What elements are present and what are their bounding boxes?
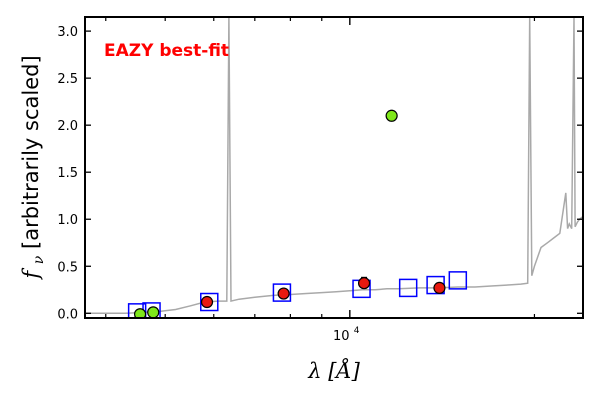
nondetection-point xyxy=(148,307,159,318)
ticks-layer: 0.0 0.5 1.0 1.5 2.0 2.5 3.0 xyxy=(57,17,583,322)
y-tick-label: 2.5 xyxy=(57,72,78,87)
x-tick-label-1e4: 10 4 xyxy=(333,326,360,344)
y-axis-label-subscript: ν xyxy=(31,255,47,264)
detection-point xyxy=(434,282,445,293)
detection-point xyxy=(202,297,213,308)
y-tick-label: 1.5 xyxy=(57,166,78,181)
plot-area xyxy=(85,17,583,321)
plot-frame xyxy=(85,17,583,318)
y-tick-label: 3.0 xyxy=(57,25,78,40)
detection-point xyxy=(278,288,289,299)
x-axis-label-symbol: λ xyxy=(307,359,321,383)
marks-layer xyxy=(129,110,467,321)
y-tick-label: 0.5 xyxy=(57,260,78,275)
nondetection-point xyxy=(386,110,397,121)
y-tick-label: 2.0 xyxy=(57,119,78,134)
x-tick-label-exp: 4 xyxy=(354,326,360,336)
x-tick-label-base: 10 xyxy=(333,329,350,344)
y-tick-label: 0.0 xyxy=(57,307,78,322)
annotation-label: EAZY best-fit xyxy=(104,41,229,61)
model-layer xyxy=(85,17,583,313)
y-axis-label: f ν [arbitrarily scaled] xyxy=(19,55,48,280)
x-axis-label-unit: [Å] xyxy=(328,358,360,383)
model-sed-line xyxy=(85,17,583,313)
y-tick-label: 1.0 xyxy=(57,213,78,228)
x-axis-label: λ [Å] xyxy=(307,358,360,383)
y-axis-label-text: [arbitrarily scaled] xyxy=(19,55,43,249)
detection-point xyxy=(359,278,370,289)
y-axis-label-symbol: f xyxy=(19,268,43,281)
